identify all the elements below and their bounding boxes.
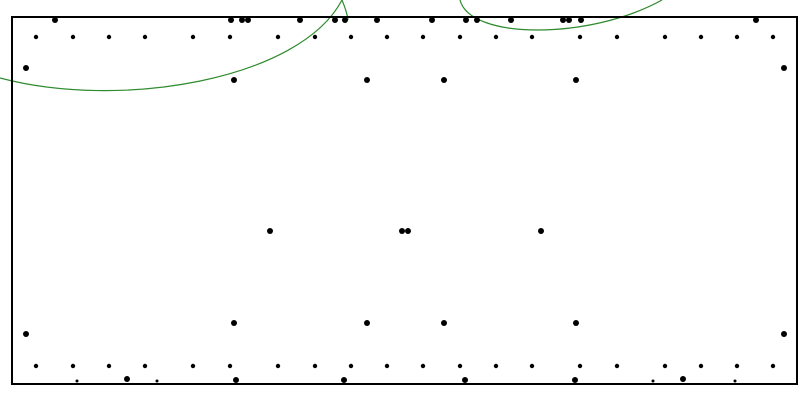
dot-marker	[267, 228, 273, 234]
dot-marker	[457, 34, 463, 40]
dot-marker	[457, 363, 463, 369]
dot-marker	[573, 77, 579, 83]
dot-marker	[275, 34, 281, 40]
dot-marker	[420, 363, 426, 369]
dot-marker	[384, 34, 390, 40]
dot-marker	[399, 228, 405, 234]
dot-marker	[781, 331, 787, 337]
dot-marker	[698, 363, 704, 369]
dot-markers	[23, 17, 787, 383]
dot-marker	[420, 34, 426, 40]
dot-marker	[106, 34, 112, 40]
dot-marker	[142, 363, 148, 369]
dot-marker	[332, 17, 338, 23]
dot-marker	[698, 34, 704, 40]
dot-marker	[312, 363, 318, 369]
dot-marker	[529, 34, 535, 40]
dot-marker	[75, 379, 79, 383]
dot-marker	[341, 377, 347, 383]
dot-marker	[429, 17, 435, 23]
dot-marker	[770, 363, 776, 369]
dot-marker	[231, 77, 237, 83]
dot-marker	[538, 228, 544, 234]
dot-marker	[662, 363, 668, 369]
dot-marker	[23, 65, 29, 71]
dot-marker	[781, 65, 787, 71]
dot-marker	[190, 34, 196, 40]
dot-marker	[508, 17, 514, 23]
dot-marker	[578, 17, 584, 23]
dot-marker	[70, 363, 76, 369]
dot-marker	[227, 34, 233, 40]
dot-marker	[651, 379, 655, 383]
dot-marker	[463, 17, 469, 23]
board-outline	[11, 16, 798, 385]
dot-marker	[384, 363, 390, 369]
dot-marker	[364, 77, 370, 83]
dot-marker	[573, 320, 579, 326]
dot-marker	[342, 17, 348, 23]
dot-marker	[529, 363, 535, 369]
left-arc-tail	[341, 0, 349, 21]
dot-marker	[155, 379, 159, 383]
dot-marker	[733, 379, 737, 383]
dot-marker	[364, 320, 370, 326]
dot-marker	[33, 34, 39, 40]
dot-marker	[297, 17, 303, 23]
dot-marker	[577, 363, 583, 369]
dot-marker	[106, 363, 112, 369]
green-curves	[0, 0, 663, 92]
dot-marker	[734, 34, 740, 40]
dot-marker	[474, 17, 480, 23]
dot-marker	[124, 376, 130, 382]
dot-marker	[33, 363, 39, 369]
right-arc-curve	[459, 0, 663, 31]
dot-marker	[70, 34, 76, 40]
dot-marker	[680, 376, 686, 382]
dot-marker	[233, 377, 239, 383]
dot-marker	[662, 34, 668, 40]
dot-marker	[614, 363, 620, 369]
dot-marker	[560, 17, 566, 23]
dot-marker	[239, 17, 245, 23]
dot-marker	[142, 34, 148, 40]
dot-marker	[493, 34, 499, 40]
dot-marker	[614, 34, 620, 40]
dot-marker	[190, 363, 196, 369]
dot-marker	[348, 34, 354, 40]
dot-marker	[227, 363, 233, 369]
dot-marker	[228, 17, 234, 23]
dot-marker	[566, 17, 572, 23]
dot-marker	[275, 363, 281, 369]
dot-marker	[493, 363, 499, 369]
dot-marker	[405, 228, 411, 234]
dot-marker	[245, 17, 251, 23]
dot-marker	[23, 331, 29, 337]
dot-marker	[753, 17, 759, 23]
dot-marker	[231, 320, 237, 326]
dot-marker	[441, 77, 447, 83]
dot-marker	[441, 320, 447, 326]
dot-marker	[734, 363, 740, 369]
dot-marker	[52, 17, 58, 23]
dot-marker	[572, 377, 578, 383]
dot-marker	[348, 363, 354, 369]
dot-marker	[312, 34, 318, 40]
dot-marker	[374, 17, 380, 23]
left-arc-curve	[0, 0, 343, 92]
dot-marker	[770, 34, 776, 40]
dot-marker	[577, 34, 583, 40]
dot-marker	[462, 377, 468, 383]
